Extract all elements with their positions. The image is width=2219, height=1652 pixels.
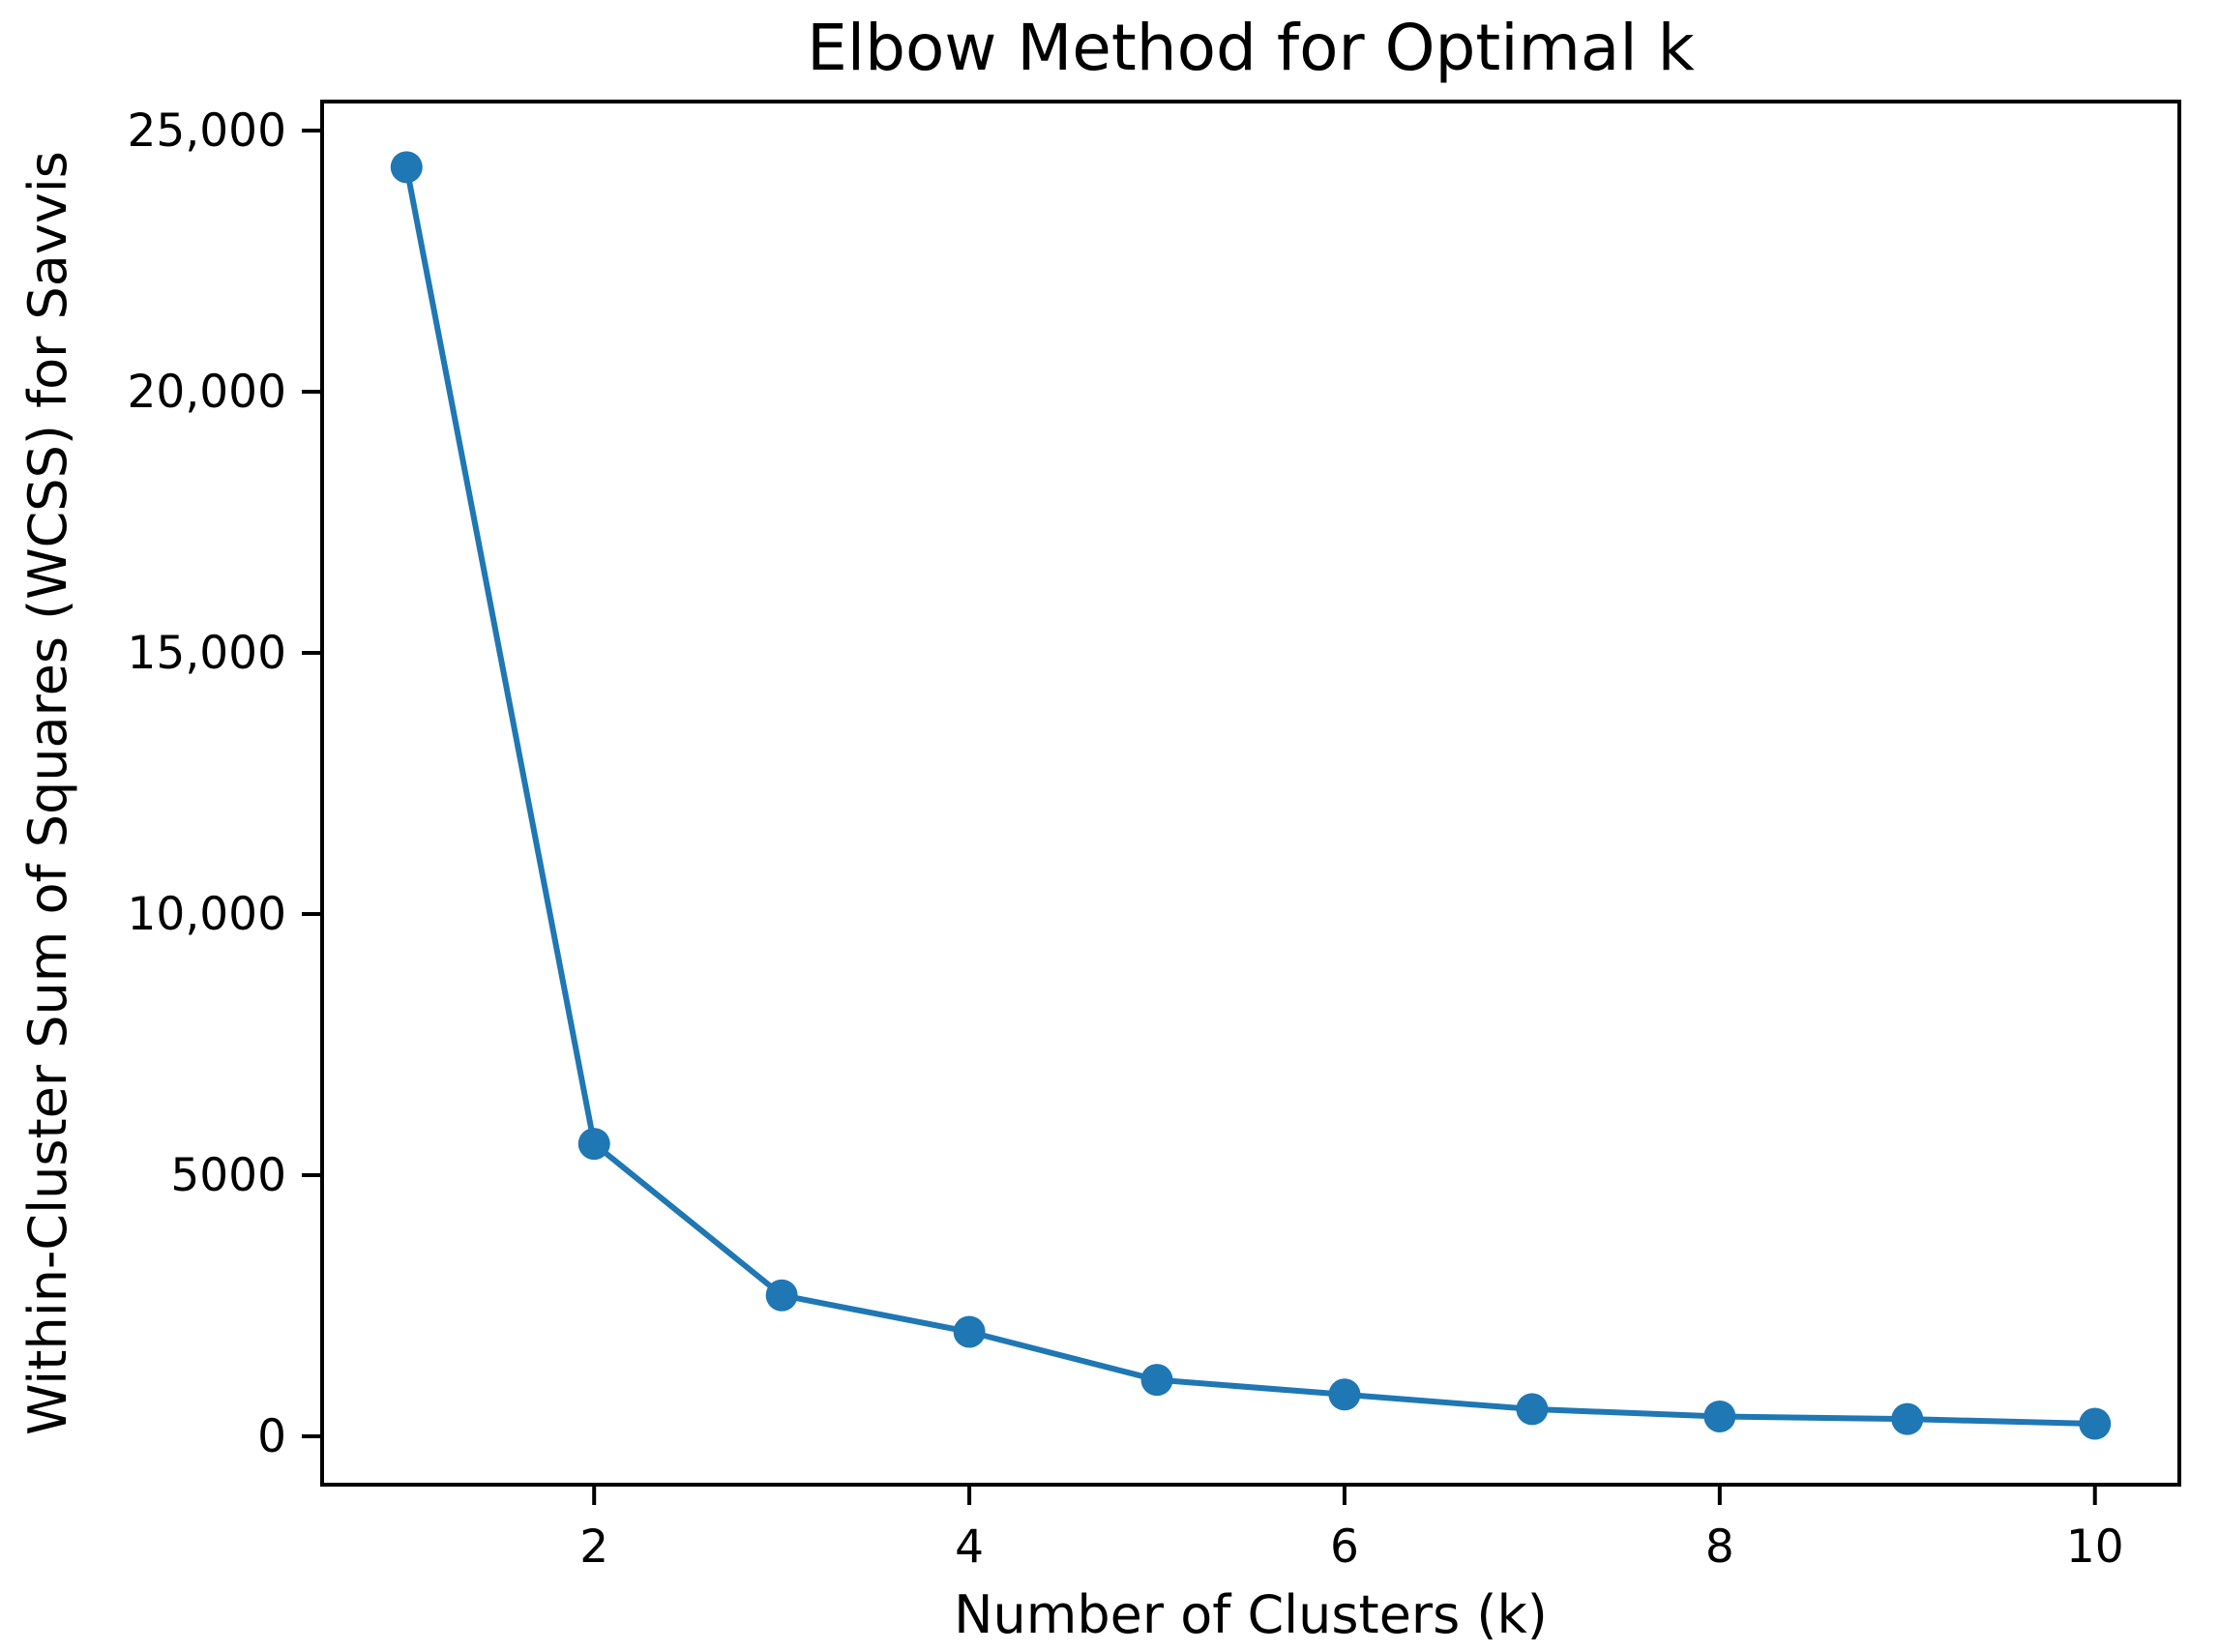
data-point-k9 bbox=[1891, 1402, 1924, 1435]
data-point-k6 bbox=[1328, 1378, 1361, 1411]
chart-title: Elbow Method for Optimal k bbox=[807, 11, 1696, 85]
x-tick-label: 2 bbox=[579, 1520, 608, 1574]
y-tick-label: 25,000 bbox=[128, 104, 286, 158]
x-axis-label: Number of Clusters (k) bbox=[954, 1584, 1548, 1645]
x-tick-label: 6 bbox=[1330, 1520, 1359, 1574]
data-point-k10 bbox=[2079, 1407, 2112, 1440]
data-point-k5 bbox=[1140, 1364, 1173, 1397]
data-point-k3 bbox=[765, 1279, 798, 1312]
y-axis-label: Within-Cluster Sum of Squares (WCSS) for… bbox=[17, 151, 78, 1435]
x-tick-label: 8 bbox=[1705, 1520, 1734, 1574]
wcss-line bbox=[403, 163, 2098, 1428]
y-tick-label: 0 bbox=[257, 1410, 286, 1463]
y-tick-label: 5000 bbox=[170, 1149, 286, 1202]
data-point-k7 bbox=[1516, 1393, 1549, 1426]
x-tick-label: 4 bbox=[955, 1520, 984, 1574]
y-tick-label: 20,000 bbox=[128, 366, 286, 419]
ticks-layer: 2 4 6 8 10 0 5000 10,000 15,000 20,000 25,000 bbox=[128, 104, 2124, 1574]
x-tick-label: 10 bbox=[2066, 1520, 2124, 1574]
data-point-k8 bbox=[1703, 1400, 1736, 1432]
data-point-k2 bbox=[577, 1128, 610, 1161]
y-tick-label: 10,000 bbox=[128, 888, 286, 941]
data-point-k4 bbox=[953, 1315, 986, 1348]
plot-border bbox=[320, 100, 2181, 1487]
series-layer bbox=[390, 151, 2112, 1440]
data-point-k1 bbox=[390, 151, 423, 184]
y-tick-label: 15,000 bbox=[128, 627, 286, 680]
